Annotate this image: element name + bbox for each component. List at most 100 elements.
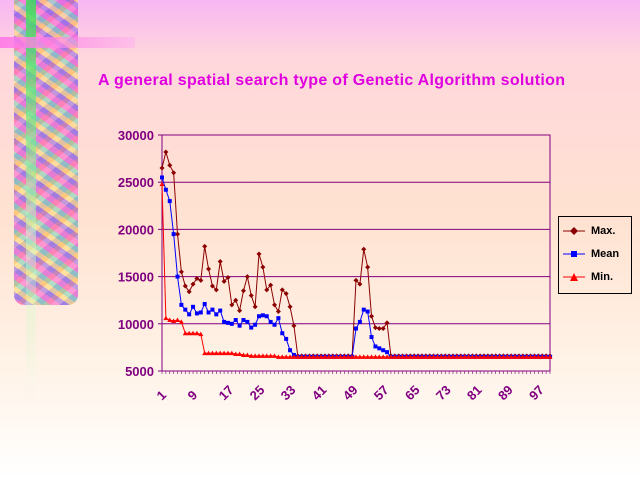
- data-point: [275, 354, 281, 359]
- data-point: [373, 344, 378, 349]
- data-point: [186, 289, 192, 295]
- data-point: [241, 318, 246, 323]
- x-tick-label: 41: [309, 382, 330, 403]
- legend-label-min: Min.: [591, 271, 613, 283]
- data-point: [163, 315, 169, 321]
- data-point: [547, 354, 553, 359]
- data-point: [357, 354, 363, 359]
- data-point: [248, 292, 254, 298]
- data-point: [167, 199, 172, 204]
- data-point: [272, 353, 278, 358]
- data-point: [225, 350, 231, 356]
- data-point: [159, 165, 165, 171]
- data-point: [372, 354, 378, 359]
- data-point: [369, 354, 375, 359]
- data-point: [361, 246, 367, 252]
- data-point: [434, 354, 440, 359]
- data-point: [407, 354, 413, 359]
- data-point: [539, 354, 545, 359]
- data-point: [279, 354, 285, 359]
- data-point: [229, 350, 235, 356]
- data-point: [221, 350, 227, 356]
- y-tick-label: 20000: [118, 222, 154, 237]
- data-point: [291, 323, 297, 329]
- decorative-vertical-line: [26, 0, 36, 400]
- data-point: [365, 309, 370, 314]
- data-point: [419, 354, 425, 359]
- data-point: [376, 354, 382, 359]
- data-point: [171, 232, 176, 237]
- legend-item-min: Min.: [563, 269, 613, 285]
- y-tick-label: 5000: [125, 364, 154, 379]
- data-point: [240, 352, 246, 357]
- data-point: [330, 354, 336, 359]
- data-point: [229, 302, 235, 308]
- data-point: [202, 243, 208, 249]
- data-point: [252, 353, 258, 358]
- data-point: [361, 307, 366, 312]
- data-point: [376, 326, 382, 332]
- data-point: [365, 354, 371, 359]
- data-point: [431, 354, 437, 359]
- data-point: [353, 354, 359, 359]
- data-point: [183, 307, 188, 312]
- data-point: [535, 354, 541, 359]
- x-tick-label: 73: [433, 382, 454, 403]
- data-point: [237, 308, 243, 314]
- data-point: [209, 350, 215, 356]
- data-point: [345, 354, 351, 359]
- data-point: [256, 251, 262, 257]
- data-point: [198, 331, 204, 337]
- data-point: [182, 283, 188, 289]
- data-point: [458, 354, 464, 359]
- data-point: [160, 175, 164, 180]
- data-point: [275, 309, 281, 315]
- data-point: [384, 320, 390, 326]
- data-point: [225, 275, 231, 281]
- data-point: [396, 354, 402, 359]
- data-point: [217, 350, 223, 356]
- data-point: [217, 258, 223, 264]
- data-point: [318, 354, 324, 359]
- data-point: [175, 274, 180, 279]
- data-point: [186, 330, 192, 336]
- data-point: [221, 278, 227, 284]
- data-point: [268, 282, 274, 288]
- data-point: [520, 354, 526, 359]
- data-point: [222, 319, 227, 324]
- data-point: [206, 350, 212, 356]
- data-point: [284, 336, 289, 341]
- data-point: [400, 354, 406, 359]
- data-point: [341, 354, 347, 359]
- data-point: [384, 354, 390, 359]
- data-point: [283, 291, 289, 297]
- data-point: [225, 320, 230, 325]
- data-point: [337, 354, 343, 359]
- data-point: [469, 354, 475, 359]
- x-tick-label: 49: [340, 382, 361, 403]
- data-point: [283, 354, 289, 359]
- data-point: [473, 354, 479, 359]
- data-point: [489, 354, 495, 359]
- slide-title: A general spatial search type of Genetic…: [98, 72, 566, 89]
- decorative-horizontal-bar: [0, 37, 135, 48]
- plot-area: [161, 134, 551, 372]
- data-point: [237, 323, 242, 328]
- data-point: [388, 354, 394, 359]
- data-point: [411, 354, 417, 359]
- data-point: [244, 352, 250, 357]
- data-point: [202, 350, 208, 356]
- data-point: [260, 264, 266, 270]
- data-point: [369, 313, 375, 319]
- data-point: [385, 350, 390, 355]
- x-tick-label: 25: [247, 382, 268, 403]
- data-point: [210, 307, 215, 312]
- data-point: [272, 322, 277, 327]
- data-point: [365, 264, 371, 270]
- data-point: [194, 311, 199, 316]
- x-tick-label: 17: [216, 382, 237, 403]
- y-tick-label: 30000: [118, 128, 154, 143]
- data-point: [206, 266, 212, 272]
- data-point: [171, 318, 177, 323]
- data-point: [306, 354, 312, 359]
